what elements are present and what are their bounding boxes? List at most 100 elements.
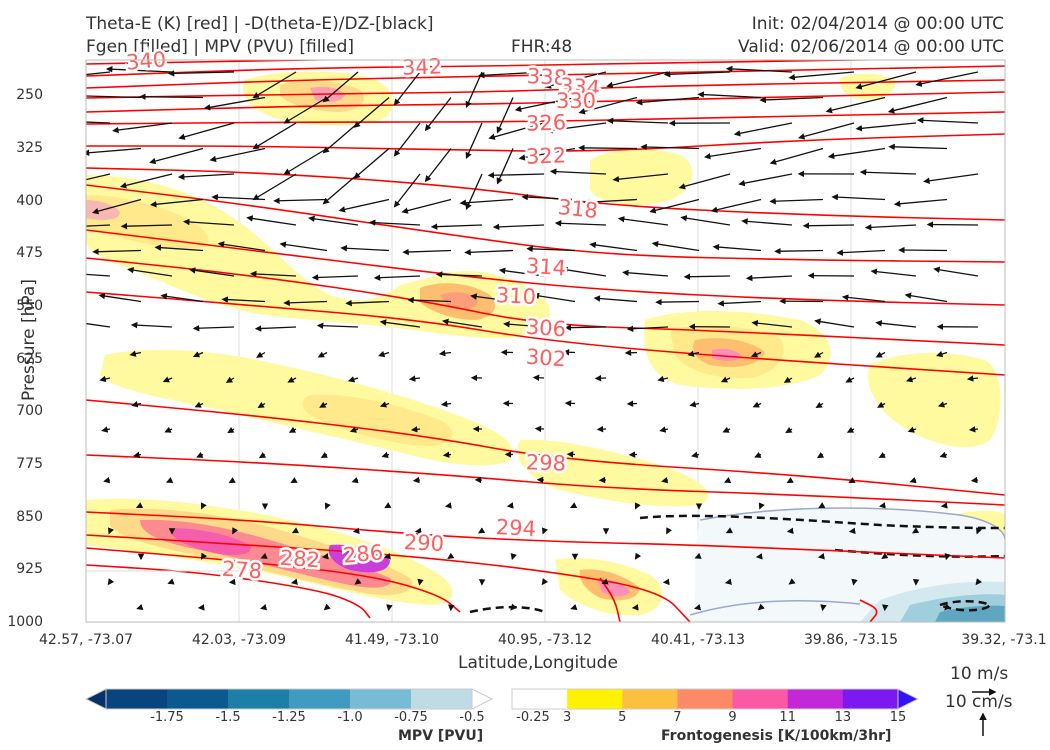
wind-vector — [725, 527, 733, 534]
wind-vector — [802, 222, 855, 229]
wind-vector — [966, 375, 979, 382]
wind-vector — [689, 401, 700, 408]
wind-vector — [814, 318, 855, 328]
wind-vector — [848, 477, 856, 484]
wind-vector — [353, 148, 390, 179]
wind-vector — [338, 198, 390, 213]
wind-vector — [228, 477, 236, 484]
wind-vector — [691, 451, 700, 459]
wind-vector — [227, 426, 235, 434]
colorbar-swatch — [106, 689, 168, 709]
wind-vector — [351, 477, 359, 484]
colorbar-swatch — [732, 689, 789, 709]
theta-e-contour — [86, 257, 1005, 346]
wind-vector — [848, 527, 856, 535]
wind-vector — [859, 169, 917, 176]
theta-e-label: 326 — [526, 110, 567, 135]
theta-e-label: 338 — [526, 64, 567, 90]
wind-vector — [86, 273, 111, 277]
title-line2: Fgen [filled] | MPV (PVU) [filled] — [86, 37, 355, 57]
wind-vector — [203, 96, 266, 111]
wind-vector — [855, 71, 917, 90]
wind-vector — [503, 320, 545, 328]
wind-vector — [322, 122, 359, 154]
y-tick-label: 475 — [16, 245, 43, 262]
wind-vector — [107, 527, 115, 535]
fgen-colorbar-tick: 3 — [563, 710, 572, 725]
wind-vector — [755, 553, 763, 560]
wind-vector — [91, 198, 142, 215]
wind-vector — [478, 71, 545, 79]
y-tick-label: 400 — [16, 192, 43, 209]
wind-vector — [617, 215, 669, 226]
wind-vector — [178, 122, 235, 140]
wind-vector — [488, 122, 545, 140]
wind-vector — [258, 452, 267, 459]
y-tick-label: 250 — [16, 87, 43, 104]
wind-vector — [521, 193, 576, 201]
wind-vector — [192, 324, 235, 332]
wind-vector — [634, 502, 641, 510]
wind-vector — [846, 426, 855, 433]
wind-vector — [86, 322, 111, 328]
wind-vector — [408, 375, 421, 382]
wind-vector — [898, 246, 948, 254]
wind-vector — [496, 148, 514, 185]
wind-vector — [246, 215, 297, 226]
wind-vector — [624, 349, 638, 357]
wind-vector — [783, 376, 793, 383]
wind-vector — [769, 197, 824, 205]
wind-vector — [260, 604, 268, 611]
theta-e-contour — [86, 65, 1005, 89]
fgen-colorbar-tick: 5 — [618, 710, 627, 725]
wind-vector — [578, 96, 638, 115]
vector-key-horizontal-label: 10 m/s — [950, 664, 1009, 684]
wind-vector — [651, 240, 700, 252]
y-tick-label: 700 — [16, 403, 43, 420]
theta-e-contour — [599, 577, 621, 622]
wind-vector — [496, 97, 514, 134]
wind-vector — [279, 241, 328, 252]
theta-e-contour — [86, 229, 1005, 306]
theta-e-label: 298 — [526, 450, 567, 475]
theta-e-contours — [86, 60, 1005, 622]
wind-vector — [311, 274, 359, 281]
wind-vector — [769, 147, 824, 165]
wind-vector — [120, 222, 173, 230]
x-tick-label: 40.41, -73.13 — [650, 632, 746, 648]
wind-vector — [317, 351, 328, 358]
wind-vector — [855, 122, 917, 132]
theta-e-label: 340 — [125, 47, 167, 74]
wind-vector — [492, 223, 545, 231]
wind-vector — [864, 224, 917, 231]
wind-vector — [379, 319, 421, 328]
wind-vector — [393, 122, 421, 157]
wind-vector — [217, 241, 266, 252]
wind-vector — [260, 552, 268, 559]
wind-vector — [430, 223, 483, 230]
wind-vector — [904, 292, 948, 303]
wind-vector — [221, 296, 266, 303]
wind-vector — [86, 121, 111, 124]
wind-vector — [166, 477, 174, 483]
wind-vector — [316, 322, 359, 329]
colorbar-swatch — [411, 689, 473, 709]
wind-vector — [936, 350, 948, 358]
x-axis-label: Latitude,Longitude — [458, 653, 618, 673]
wind-vector — [655, 298, 700, 306]
wind-vector — [92, 248, 142, 255]
theta-e-label: 294 — [495, 515, 536, 541]
wind-vector — [786, 477, 794, 484]
wind-vector — [561, 266, 607, 277]
wind-vector — [164, 426, 173, 433]
x-tick-label: 39.86, -73.15 — [803, 632, 899, 648]
wind-vector — [911, 527, 920, 534]
fhr-label: FHR:48 — [511, 37, 573, 57]
wind-vector — [725, 65, 793, 73]
theta-e-contour — [86, 511, 1005, 559]
fgen-colorbar-tick: 9 — [728, 710, 737, 725]
wind-vector — [937, 401, 948, 408]
theta-e-contour — [86, 133, 1005, 152]
wind-vector — [459, 198, 514, 206]
wind-vector — [407, 296, 452, 304]
